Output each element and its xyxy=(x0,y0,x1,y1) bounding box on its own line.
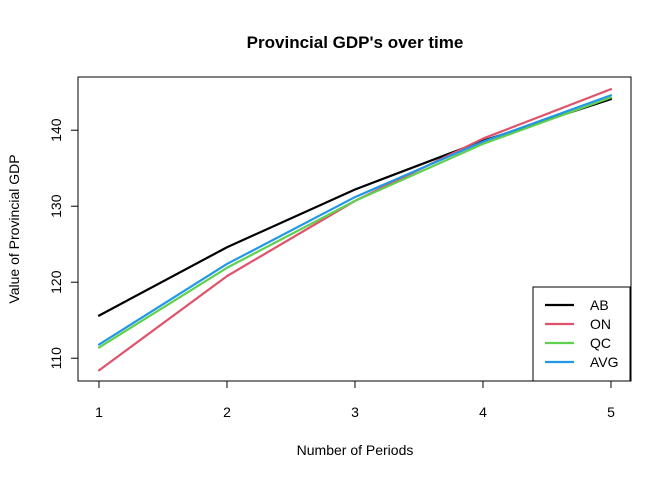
y-axis: 110 120 130 140 xyxy=(48,118,79,370)
x-tick-label: 4 xyxy=(479,404,487,420)
legend-label-ab: AB xyxy=(590,297,609,313)
legend-label-on: ON xyxy=(590,316,611,332)
x-axis-label: Number of Periods xyxy=(297,442,414,458)
y-tick-label: 110 xyxy=(48,347,64,370)
series-line-qc xyxy=(97,96,613,349)
legend: AB ON QC AVG xyxy=(532,286,631,382)
series-line-ab xyxy=(97,97,613,317)
y-axis-label: Value of Provincial GDP xyxy=(6,154,22,303)
series-lines xyxy=(97,88,613,372)
series-line-avg xyxy=(97,94,613,346)
y-tick-label: 120 xyxy=(48,270,64,294)
x-tick-label: 1 xyxy=(95,404,103,420)
x-tick-label: 5 xyxy=(607,404,615,420)
x-tick-label: 3 xyxy=(351,404,359,420)
x-tick-label: 2 xyxy=(223,404,231,420)
legend-label-avg: AVG xyxy=(590,354,619,370)
legend-label-qc: QC xyxy=(590,335,611,351)
y-tick-label: 140 xyxy=(48,118,64,142)
chart-title: Provincial GDP's over time xyxy=(247,33,464,52)
y-tick-label: 130 xyxy=(48,194,64,218)
x-axis: 1 2 3 4 5 xyxy=(95,380,615,420)
legend-box xyxy=(532,286,631,382)
